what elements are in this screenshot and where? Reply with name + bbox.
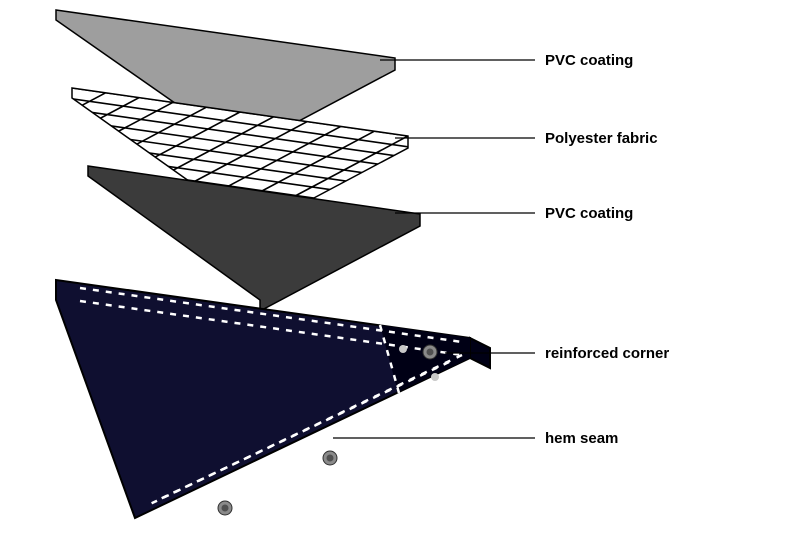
- grommet-hole: [222, 505, 229, 512]
- grommet-hole: [327, 455, 334, 462]
- grommet-hole: [427, 349, 434, 356]
- tarp-body: [56, 280, 470, 518]
- label-pvc-coating-bottom: PVC coating: [545, 205, 633, 222]
- label-polyester-fabric: Polyester fabric: [545, 130, 658, 147]
- label-hem-seam: hem seam: [545, 430, 618, 447]
- rivet: [399, 345, 407, 353]
- label-pvc-coating-top: PVC coating: [545, 52, 633, 69]
- diagram-canvas: [0, 0, 800, 533]
- label-reinforced-corner: reinforced corner: [545, 345, 669, 362]
- rivet: [431, 373, 439, 381]
